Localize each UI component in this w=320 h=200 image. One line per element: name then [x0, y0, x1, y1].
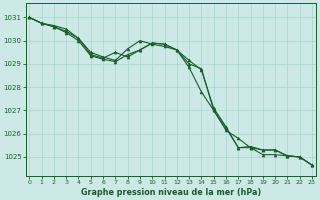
X-axis label: Graphe pression niveau de la mer (hPa): Graphe pression niveau de la mer (hPa) [81, 188, 261, 197]
